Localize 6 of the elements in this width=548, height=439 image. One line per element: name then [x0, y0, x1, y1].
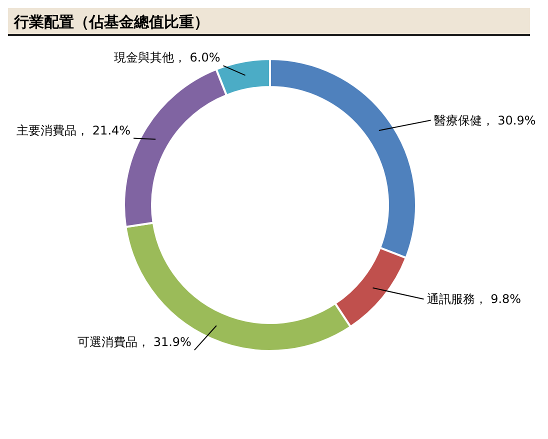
slice-label: 主要消費品， 21.4%	[16, 123, 131, 138]
slice-label: 可選消費品， 31.9%	[78, 335, 192, 350]
slice-label: 醫療保健， 30.9%	[434, 113, 536, 128]
slice-label: 現金與其他， 6.0%	[114, 50, 220, 65]
slice-label: 通訊服務， 9.8%	[426, 292, 522, 306]
chart-title: 行業配置（佔基金總值比重）	[8, 8, 530, 36]
